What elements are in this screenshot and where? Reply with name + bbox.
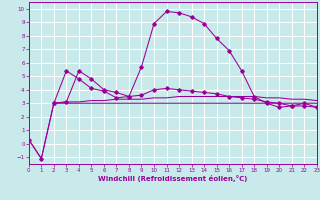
X-axis label: Windchill (Refroidissement éolien,°C): Windchill (Refroidissement éolien,°C) bbox=[98, 175, 247, 182]
